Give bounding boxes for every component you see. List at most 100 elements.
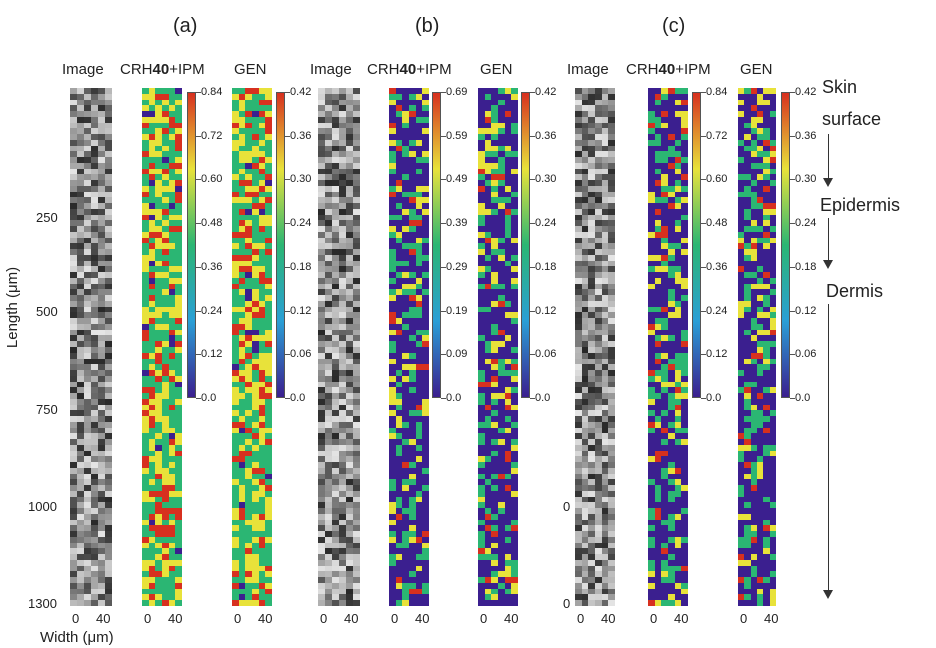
strip-cell (750, 254, 758, 261)
strip-cell (389, 185, 396, 192)
strip-cell (155, 410, 163, 417)
strip-cell (162, 427, 169, 434)
strip-cell (238, 300, 246, 307)
strip-cell (395, 203, 403, 210)
strip-cell (252, 427, 259, 434)
strip-cell (484, 536, 492, 543)
strip-cell (661, 318, 669, 325)
strip-cell (738, 358, 745, 365)
strip-cell (389, 254, 396, 261)
strip-cell (353, 502, 360, 509)
strip-cell (353, 226, 360, 233)
strip-cell (581, 197, 589, 204)
strip-cell (504, 531, 512, 538)
strip-cell (750, 318, 758, 325)
strip-cell (325, 88, 332, 94)
strip-cell (681, 260, 688, 267)
strip-cell (175, 260, 182, 267)
colorbar-tick-label: 0.12 (290, 304, 312, 317)
strip-cell (750, 323, 758, 330)
strip-cell (648, 323, 655, 330)
strip-cell (91, 479, 98, 486)
strip-cell (484, 300, 492, 307)
strip-cell (332, 508, 339, 515)
strip-cell (750, 99, 758, 106)
strip-cell (511, 588, 518, 595)
strip-cell (668, 433, 675, 440)
strip-cell (750, 358, 758, 365)
strip-cell (757, 105, 764, 112)
strip-cell (738, 548, 745, 555)
strip-cell (339, 473, 346, 480)
strip-cell (757, 421, 764, 428)
strip-cell (142, 323, 149, 330)
strip-cell (738, 243, 745, 250)
strip-cell (162, 588, 169, 595)
strip-cell (608, 295, 615, 302)
strip-cell (395, 531, 403, 538)
strip-cell (498, 88, 505, 94)
strip-cell (744, 266, 752, 273)
x-tick-label: 40 (415, 611, 430, 626)
strip-cell (232, 197, 239, 204)
strip-cell (409, 128, 416, 135)
strip-cell (415, 444, 423, 451)
strip-cell (238, 226, 246, 233)
strip-cell (252, 220, 259, 227)
strip-cell (581, 588, 589, 595)
strip-cell (84, 295, 91, 302)
strip-cell (105, 88, 112, 94)
strip-cell (318, 208, 325, 215)
strip-cell (409, 387, 416, 394)
strip-cell (232, 588, 239, 595)
strip-cell (252, 571, 259, 578)
strip-cell (389, 318, 396, 325)
strip-cell (608, 128, 615, 135)
strip-cell (601, 157, 609, 164)
strip-cell (581, 525, 589, 532)
strip-cell (491, 226, 499, 233)
strip-cell (175, 134, 182, 141)
strip-cell (608, 272, 615, 279)
strip-cell (415, 525, 423, 532)
strip-cell (750, 347, 758, 353)
strip-cell (409, 462, 416, 469)
strip-cell (353, 439, 360, 446)
strip-cell (70, 289, 77, 296)
strip-cell (265, 145, 272, 152)
strip-cell (511, 329, 518, 336)
strip-cell (155, 387, 163, 394)
strip-cell (491, 375, 499, 382)
strip-cell (750, 485, 758, 492)
strip-cell (668, 594, 675, 601)
strip-cell (70, 197, 77, 204)
strip-cell (491, 473, 499, 480)
strip-cell (738, 295, 745, 302)
strip-cell (332, 243, 339, 250)
strip-cell (142, 571, 149, 578)
strip-cell (595, 93, 602, 100)
strip-cell (478, 502, 485, 509)
strip-cell (389, 565, 396, 572)
strip-cell (105, 410, 112, 417)
strip-cell (769, 582, 776, 589)
strip-cell (648, 329, 655, 336)
strip-cell (478, 277, 485, 284)
strip-cell (238, 490, 246, 497)
strip-cell (155, 122, 163, 129)
strip-cell (258, 105, 266, 112)
strip-cell (70, 168, 77, 175)
strip-cell (353, 116, 360, 123)
strip-cell (252, 542, 259, 549)
colorbar-tick (701, 135, 706, 137)
strip-cell (389, 260, 396, 267)
strip-cell (661, 283, 669, 290)
strip-cell (422, 421, 429, 428)
strip-cell (511, 266, 518, 273)
colorbar-tick (441, 266, 446, 268)
strip-cell (332, 571, 339, 578)
strip-cell (142, 347, 149, 353)
strip-cell (763, 116, 771, 123)
strip-cell (648, 249, 655, 256)
strip-cell (744, 577, 752, 584)
